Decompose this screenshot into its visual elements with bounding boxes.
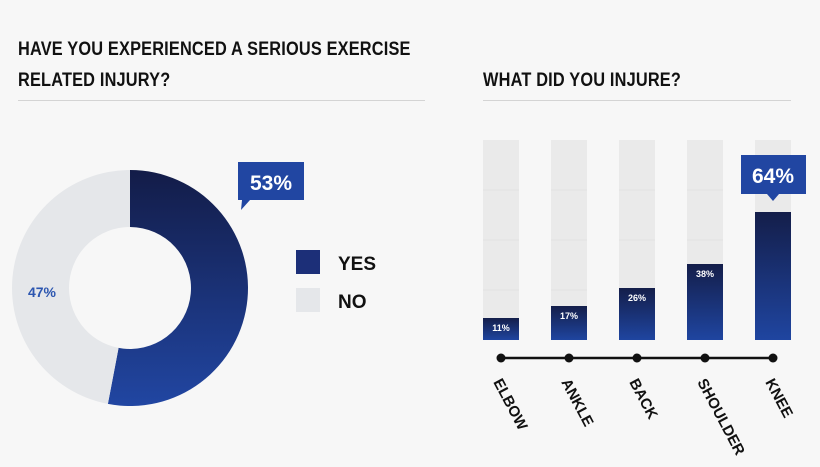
axis-dot-elbow — [496, 353, 506, 363]
legend-label-no: NO — [338, 292, 367, 313]
bar-title-rule — [483, 100, 791, 101]
bar-value-label-back: 26% — [628, 293, 646, 303]
x-tick-label-knee: KNEE — [761, 376, 796, 421]
bar-shoulder — [687, 264, 723, 340]
bar-title: WHAT DID YOU INJURE? — [483, 70, 682, 91]
donut-chart: 53% 47% — [12, 162, 304, 407]
x-tick-label-back: BACK — [625, 376, 660, 422]
no-value-label: 47% — [28, 284, 57, 300]
yes-callout: 53% — [238, 162, 304, 210]
x-tick-label-shoulder: SHOULDER — [693, 376, 748, 458]
bar-elbow — [483, 318, 519, 340]
donut-title-rule — [18, 100, 425, 101]
bar-value-label-ankle: 17% — [560, 311, 578, 321]
bar-chart: 11% ELBOW 17% ANKLE 26% BACK 38% SHOULDER 64% KNE… — [483, 140, 806, 458]
bar-value-label-shoulder: 38% — [696, 269, 714, 279]
bar-back — [619, 288, 655, 340]
knee-callout: 64% — [741, 155, 806, 201]
donut-title-line-1: HAVE YOU EXPERIENCED A SERIOUS EXERCISE — [18, 39, 411, 60]
bar-knee — [755, 212, 791, 340]
axis-dot-ankle — [564, 353, 574, 363]
x-tick-label-ankle: ANKLE — [557, 376, 596, 430]
x-tick-label-elbow: ELBOW — [489, 376, 531, 434]
axis-dot-shoulder — [700, 353, 710, 363]
donut-title: HAVE YOU EXPERIENCED A SERIOUS EXERCISE … — [18, 34, 411, 96]
donut-title-line-2: RELATED INJURY? — [18, 70, 171, 91]
bar-value-label-elbow: 11% — [492, 323, 510, 333]
legend-swatch-no — [296, 288, 320, 312]
bar-ankle — [551, 306, 587, 340]
bar-value-label-knee: 64% — [752, 165, 794, 188]
axis-dot-back — [632, 353, 642, 363]
donut-slice-no — [12, 170, 131, 404]
donut-slice-yes — [107, 170, 249, 407]
yes-value-label: 53% — [250, 172, 292, 195]
legend-swatch-yes — [296, 250, 320, 274]
legend: YES NO — [296, 250, 376, 313]
axis-dot-knee — [768, 353, 778, 363]
legend-label-yes: YES — [338, 254, 376, 275]
